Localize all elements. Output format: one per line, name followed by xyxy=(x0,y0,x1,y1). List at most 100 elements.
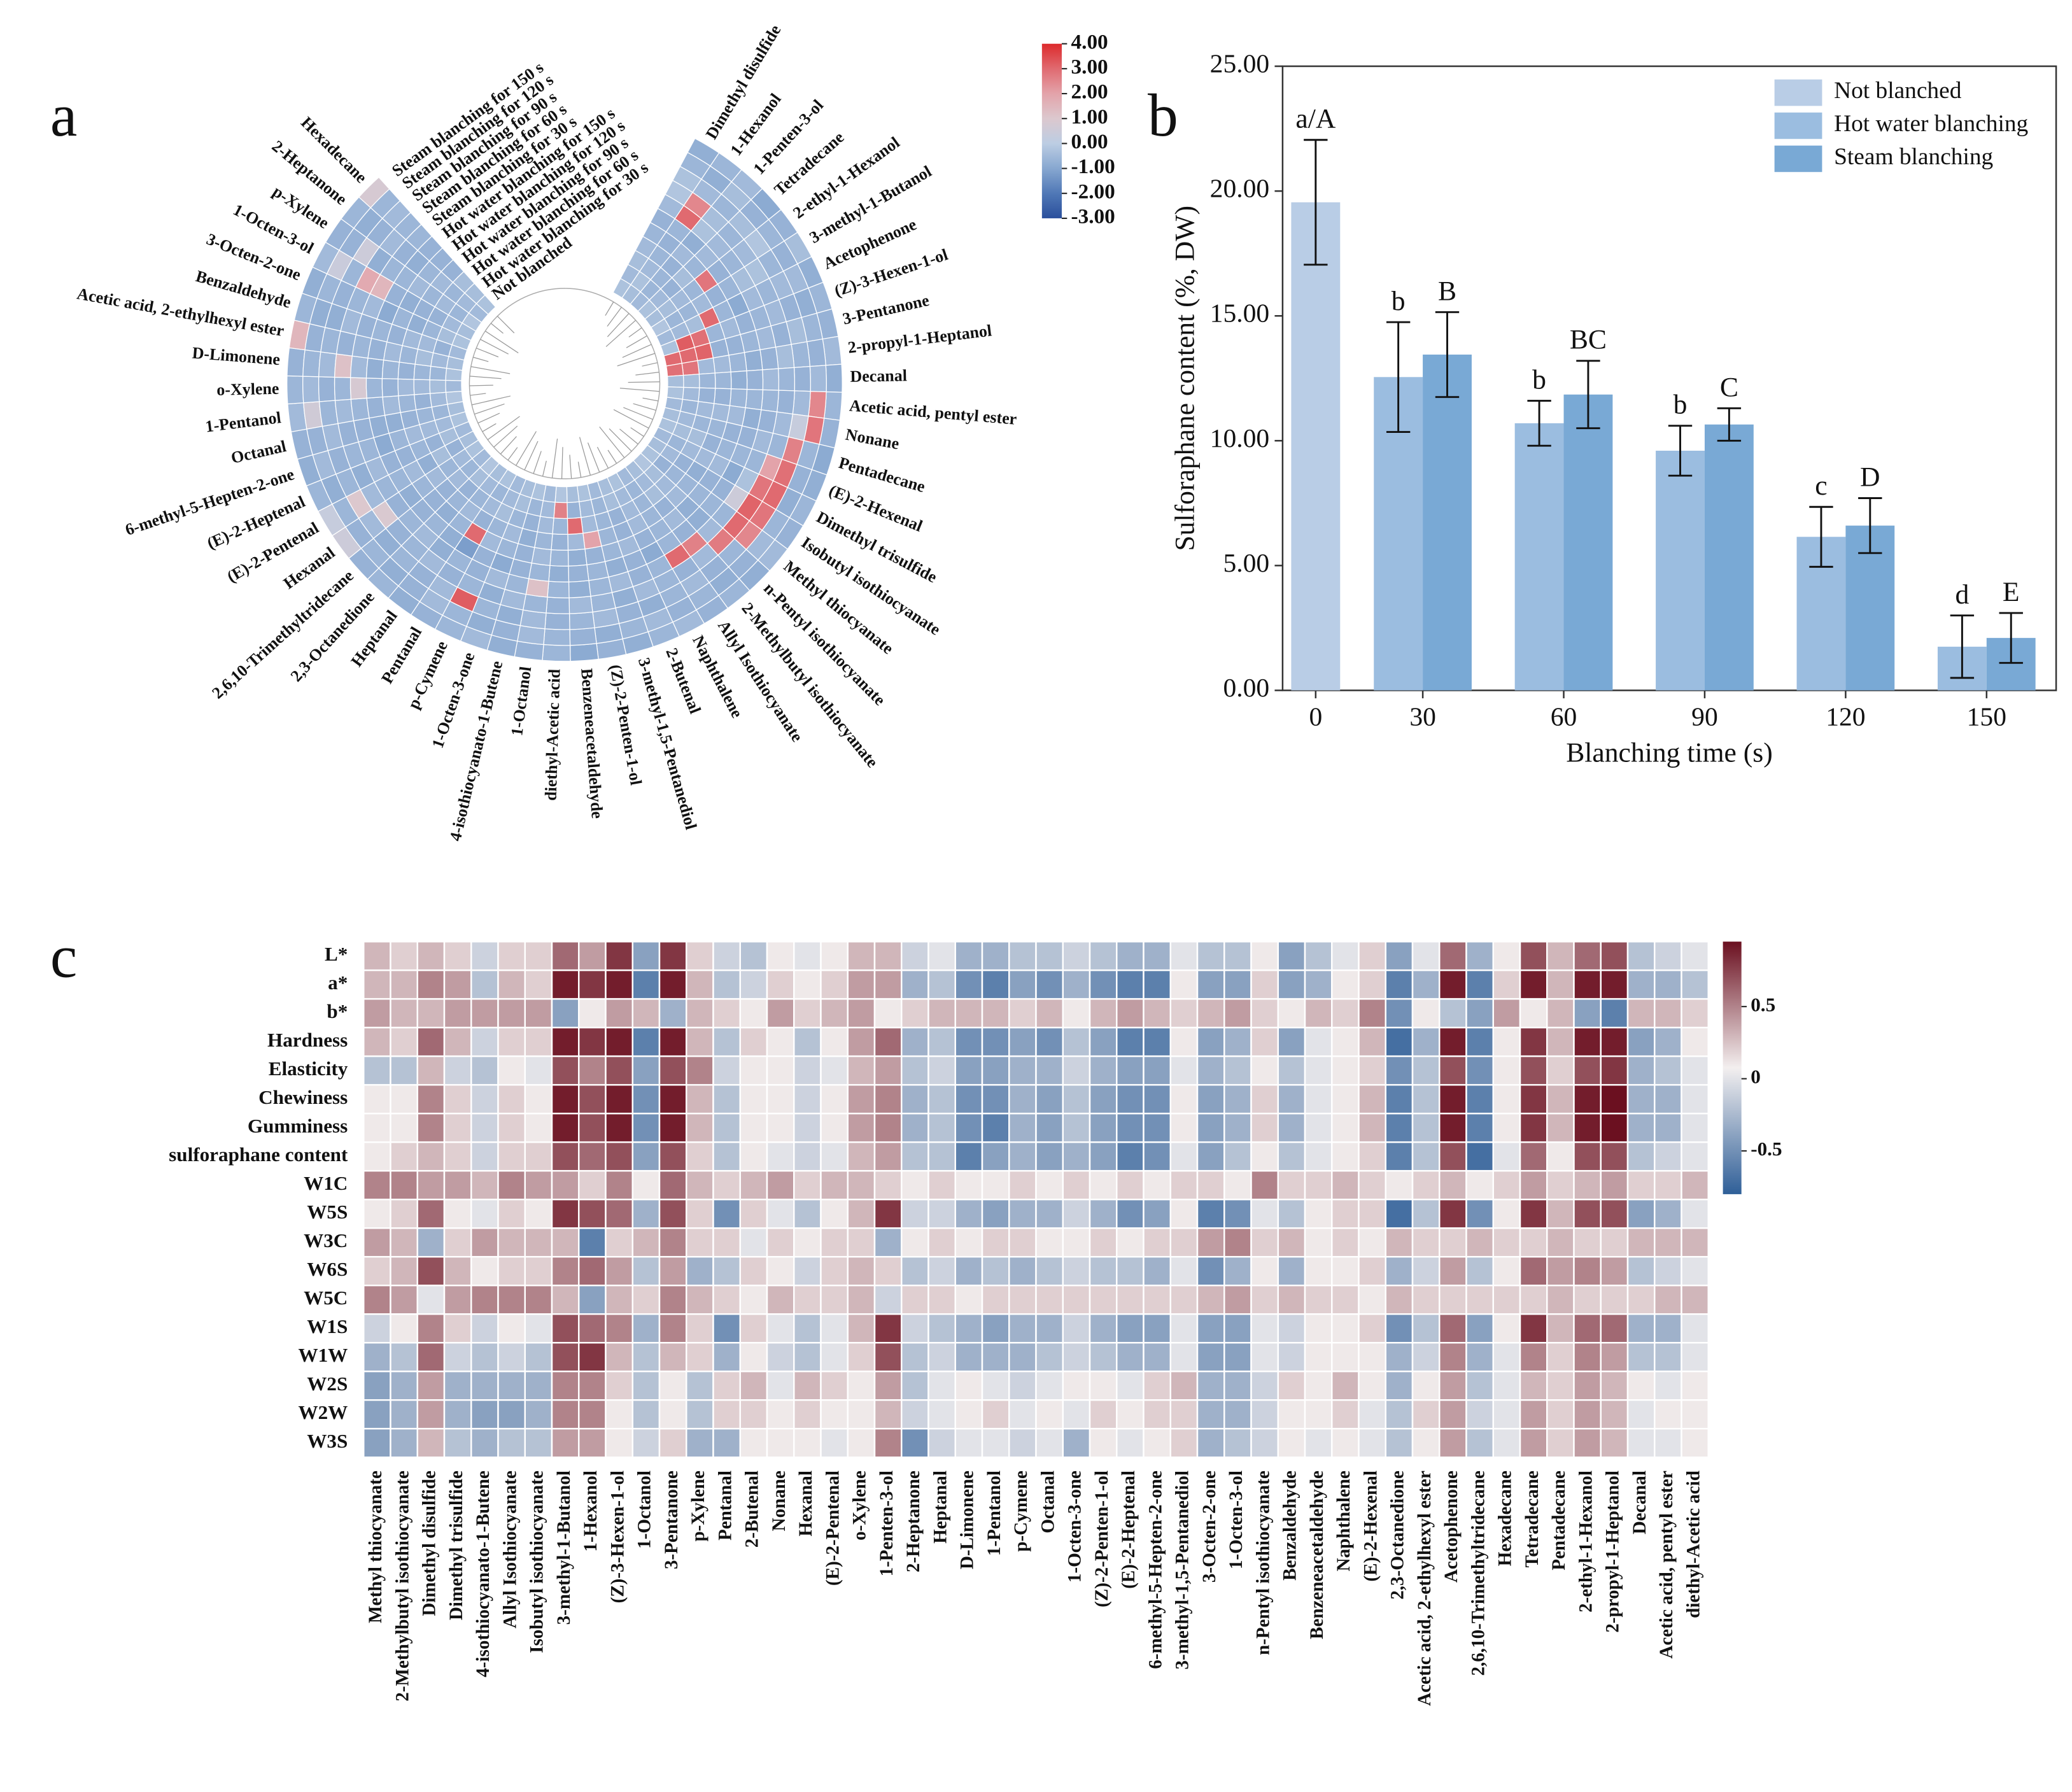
heat-cell xyxy=(1600,1083,1629,1115)
heat-cell xyxy=(1196,1055,1225,1086)
column-label: 1-Octanol xyxy=(507,665,535,737)
heat-cell xyxy=(1116,1428,1145,1458)
heat-cell xyxy=(362,1055,391,1086)
dendrogram-branch xyxy=(617,353,656,367)
heat-cell xyxy=(927,1141,956,1172)
heat-cell xyxy=(792,390,811,417)
heat-cell xyxy=(793,1169,822,1201)
heat-cell xyxy=(1465,969,1495,1000)
heat-cell xyxy=(1143,1399,1171,1430)
heat-cell xyxy=(1492,1083,1521,1115)
heat-cell xyxy=(1573,1371,1602,1401)
heat-cell xyxy=(470,1055,499,1086)
heat-cell xyxy=(1573,1198,1602,1229)
heat-cell xyxy=(793,1083,822,1115)
heat-cell xyxy=(390,1198,418,1229)
bar xyxy=(1423,355,1472,691)
heat-cell xyxy=(1250,1313,1279,1344)
heat-cell xyxy=(1062,1428,1091,1458)
heat-cell xyxy=(1143,1112,1171,1143)
heat-cell xyxy=(1600,940,1629,971)
column-label: 2-Methylbutyl isothiocyanate xyxy=(392,1471,412,1702)
heat-cell xyxy=(793,1112,822,1143)
heat-cell xyxy=(569,627,597,646)
heat-cell xyxy=(334,376,352,401)
heat-cell xyxy=(605,969,633,1000)
heat-cell xyxy=(631,969,661,1000)
heat-cell xyxy=(605,1255,633,1287)
heat-cell xyxy=(1546,1083,1575,1115)
heat-cell xyxy=(1573,1055,1602,1086)
heat-cell xyxy=(1008,1026,1037,1057)
heat-cell xyxy=(1062,940,1091,971)
heat-cell xyxy=(631,1227,661,1258)
column-label: Benzeneacetaldehyde xyxy=(577,668,607,819)
heat-cell xyxy=(1681,1428,1710,1458)
heat-cell xyxy=(1223,1112,1252,1143)
heat-cell xyxy=(524,1284,553,1315)
heat-cell xyxy=(1385,1284,1414,1315)
heat-cell xyxy=(1411,1284,1441,1315)
heat-cell xyxy=(1304,1342,1333,1372)
heat-cell xyxy=(1654,998,1682,1029)
heat-cell xyxy=(1681,1284,1710,1315)
heat-cell xyxy=(1439,1371,1467,1401)
heat-cell xyxy=(1411,1428,1441,1458)
x-tick-label: 90 xyxy=(1691,702,1718,731)
heat-cell xyxy=(1411,1141,1441,1172)
heat-cell xyxy=(766,1198,795,1229)
heat-cell xyxy=(552,518,568,535)
heat-cell xyxy=(577,1399,607,1430)
heat-cell xyxy=(382,395,401,416)
row-label: a* xyxy=(328,971,348,994)
dendrogram-branch xyxy=(516,431,537,466)
heat-cell xyxy=(1358,1284,1387,1315)
heat-cell xyxy=(1196,1112,1225,1143)
heat-cell xyxy=(739,1026,768,1057)
heat-cell xyxy=(739,1255,768,1287)
heat-cell xyxy=(820,1169,849,1201)
y-tick-label: 15.00 xyxy=(1210,299,1269,328)
heat-cell xyxy=(685,1255,714,1287)
heat-cell xyxy=(1169,1227,1199,1258)
heat-cell xyxy=(847,1255,876,1287)
heat-cell xyxy=(1492,1284,1521,1315)
heat-cell xyxy=(1626,1284,1656,1315)
heat-cell xyxy=(1465,1428,1495,1458)
heat-cell xyxy=(847,1112,876,1143)
dendrogram-branch xyxy=(487,416,520,441)
heat-cell xyxy=(927,1399,956,1430)
heat-cell xyxy=(631,1112,661,1143)
row-label: b* xyxy=(327,1000,348,1022)
heat-cell xyxy=(1008,1428,1037,1458)
heat-cell xyxy=(1439,1112,1467,1143)
heat-cell xyxy=(1439,1141,1467,1172)
heat-cell xyxy=(551,1371,580,1401)
heat-cell xyxy=(981,1169,1010,1201)
column-label: Decanal xyxy=(1630,1471,1650,1534)
heat-cell xyxy=(730,370,748,390)
heat-cell xyxy=(497,1169,526,1201)
heat-cell xyxy=(1519,1399,1548,1430)
heat-cell xyxy=(873,1399,903,1430)
heat-cell xyxy=(1008,1227,1037,1258)
heat-cell xyxy=(1439,1227,1467,1258)
heat-cell xyxy=(1681,969,1710,1000)
heat-cell xyxy=(820,1198,849,1229)
column-label: Octanal xyxy=(229,437,288,467)
heat-cell xyxy=(1223,998,1252,1029)
heat-cell xyxy=(739,998,768,1029)
heat-cell xyxy=(1600,1255,1629,1287)
heat-cell xyxy=(766,1026,795,1057)
heat-cell xyxy=(1035,1255,1064,1287)
heat-cell xyxy=(927,1284,956,1315)
heat-cell xyxy=(390,1169,418,1201)
heat-cell xyxy=(1681,1255,1710,1287)
column-label: p-Cymene xyxy=(1011,1471,1031,1552)
heat-cell xyxy=(445,379,463,393)
heat-cell xyxy=(1519,1141,1548,1172)
heat-cell xyxy=(766,1112,795,1143)
heat-cell xyxy=(1439,1313,1467,1344)
heat-cell xyxy=(416,1255,446,1287)
heat-cell xyxy=(873,1371,903,1401)
